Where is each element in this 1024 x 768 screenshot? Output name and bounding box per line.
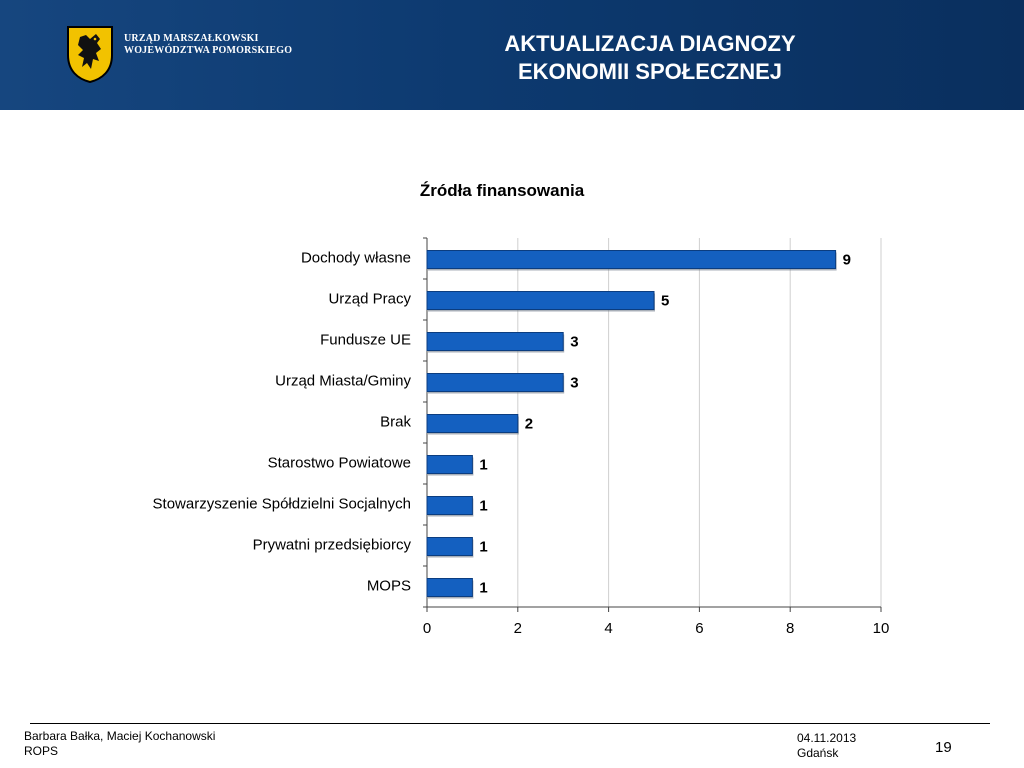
category-label: Urząd Pracy <box>328 291 411 308</box>
slide-title-line1: AKTUALIZACJA DIAGNOZY <box>504 31 796 56</box>
bar <box>426 373 564 392</box>
bar <box>426 496 473 515</box>
footer-divider <box>30 723 990 724</box>
bar <box>426 291 655 310</box>
bar <box>426 332 564 351</box>
data-label: 3 <box>570 334 578 351</box>
footer-org: ROPS <box>24 744 59 758</box>
data-label: 1 <box>479 580 487 597</box>
bar <box>426 578 473 597</box>
chart-title: Źródła finansowania <box>419 181 585 200</box>
bar-chart: 0 2 4 6 8 10 Dochody własne 9 Urząd Pracy 5 Fundus… <box>153 237 890 637</box>
x-tick-label: 4 <box>604 620 612 637</box>
page-number: 19 <box>935 739 952 756</box>
category-label: Brak <box>380 414 411 431</box>
x-tick-label: 6 <box>695 620 703 637</box>
category-label: Fundusze UE <box>320 332 411 349</box>
bar <box>426 250 837 269</box>
footer-date-block: 04.11.2013 Gdańsk <box>797 731 856 761</box>
data-label: 9 <box>843 252 851 269</box>
x-tick-label: 2 <box>514 620 522 637</box>
bar <box>426 414 519 433</box>
data-label: 5 <box>661 293 669 310</box>
data-label: 3 <box>570 375 578 392</box>
slide-title-line2: EKONOMII SPOŁECZNEJ <box>517 59 783 84</box>
x-tick-label: 10 <box>873 620 890 637</box>
bar <box>426 455 473 474</box>
category-label: Prywatni przedsiębiorcy <box>253 537 412 554</box>
footer-authors: Barbara Bałka, Maciej Kochanowski <box>24 729 216 743</box>
data-label: 2 <box>525 416 533 433</box>
header-banner: URZĄD MARSZAŁKOWSKI WOJEWÓDZTWA POMORSKI… <box>0 0 1024 110</box>
footer-city: Gdańsk <box>797 746 839 760</box>
footer-author-block: Barbara Bałka, Maciej Kochanowski ROPS <box>24 729 215 759</box>
footer-date: 04.11.2013 <box>797 731 857 745</box>
griffin-coat-of-arms-icon <box>66 25 114 84</box>
category-label: MOPS <box>367 578 411 595</box>
org-name-line2: WOJEWÓDZTWA POMORSKIEGO <box>124 45 293 56</box>
category-label: Urząd Miasta/Gminy <box>275 373 411 390</box>
bar <box>426 537 473 556</box>
category-label: Dochody własne <box>301 250 411 267</box>
data-label: 1 <box>479 498 487 515</box>
x-tick-label: 8 <box>786 620 794 637</box>
category-label: Starostwo Powiatowe <box>268 455 411 472</box>
data-label: 1 <box>479 457 487 474</box>
slide-title: AKTUALIZACJA DIAGNOZY EKONOMII SPOŁECZNE… <box>440 30 860 86</box>
x-tick-label: 0 <box>423 620 431 637</box>
category-label: Stowarzyszenie Spółdzielni Socjalnych <box>153 496 411 513</box>
data-label: 1 <box>479 539 487 556</box>
org-name-line1: URZĄD MARSZAŁKOWSKI <box>124 33 259 44</box>
